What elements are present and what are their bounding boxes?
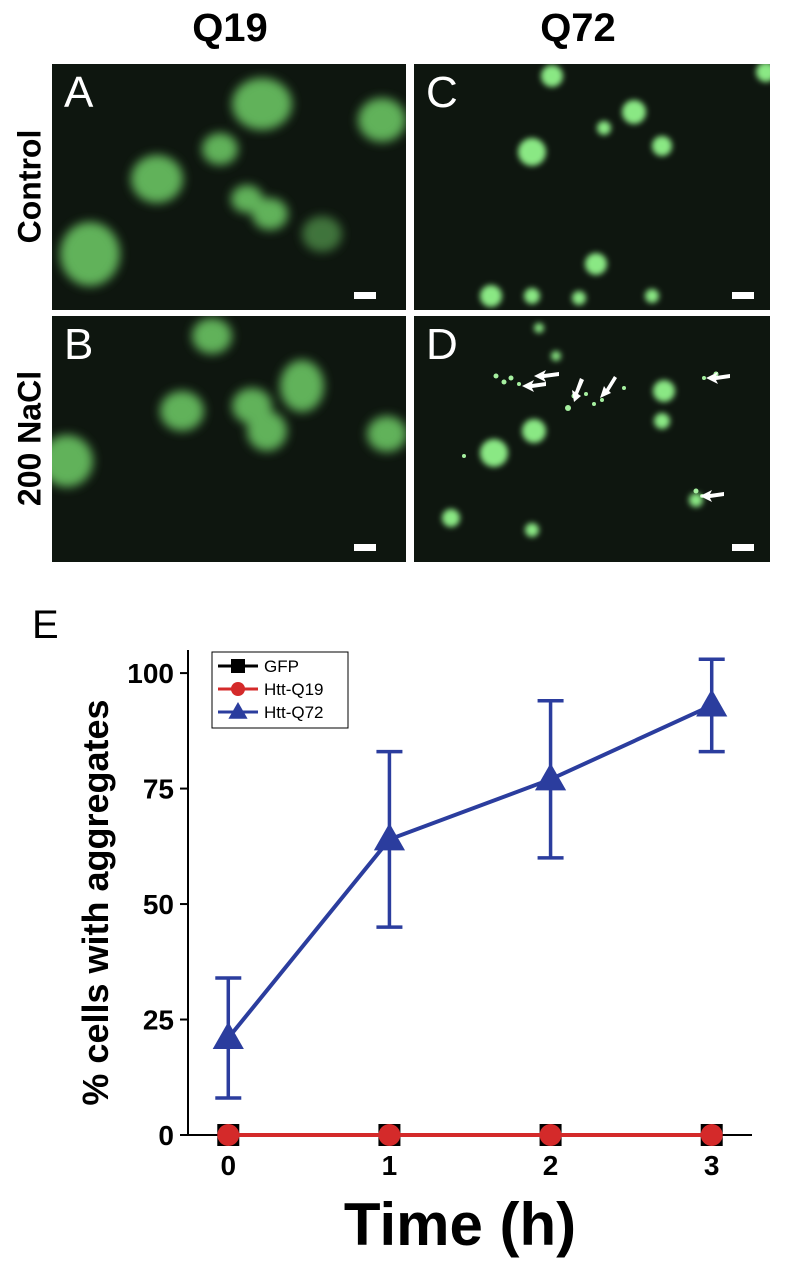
micrograph-a-cells <box>60 78 406 286</box>
column-title-q19: Q19 <box>192 6 268 50</box>
micrograph-panel-d: D <box>414 316 770 562</box>
y-tick-label: 25 <box>143 1005 174 1036</box>
data-point-htt-q72 <box>696 689 728 717</box>
aggregate-line-chart: E 0 25 50 75 100 0 1 2 3 Time (h) % cells with agg… <box>32 603 752 1258</box>
panel-label-e: E <box>32 603 59 647</box>
scale-bar <box>354 292 376 299</box>
scale-bar <box>354 544 376 551</box>
y-tick-label: 75 <box>143 774 174 805</box>
legend-marker-gfp <box>231 659 245 673</box>
series-line-htt-q72 <box>226 703 713 1040</box>
micrograph-c-cells <box>480 64 770 307</box>
legend-label-htt-q72: Htt-Q72 <box>264 703 324 722</box>
scale-bar <box>732 292 754 299</box>
panel-label-a: A <box>64 68 94 117</box>
y-tick-label: 100 <box>127 658 174 689</box>
micrograph-d-cells <box>442 323 730 537</box>
micrograph-b-cells <box>52 318 406 487</box>
row-label-nacl: 200 NaCl <box>11 370 48 507</box>
legend-label-htt-q19: Htt-Q19 <box>264 680 324 699</box>
data-point-htt-q19 <box>539 1124 562 1146</box>
micrograph-panel-b: B <box>52 316 406 562</box>
data-point-htt-q72 <box>534 763 567 791</box>
x-tick-label: 1 <box>382 1150 398 1181</box>
data-point-htt-q19 <box>217 1124 240 1146</box>
row-label-control: Control <box>11 129 48 244</box>
micrograph-panel-a: A <box>52 64 406 310</box>
legend-marker-htt-q19 <box>231 682 245 696</box>
data-point-htt-q72 <box>212 1021 244 1050</box>
aggregate-arrows <box>522 370 730 502</box>
panel-label-b: B <box>64 320 94 369</box>
legend-label-gfp: GFP <box>264 657 299 676</box>
data-point-htt-q19 <box>378 1124 401 1146</box>
x-axis-label: Time (h) <box>344 1191 576 1258</box>
x-tick-label: 0 <box>220 1150 236 1181</box>
column-title-q72: Q72 <box>540 6 616 50</box>
y-tick-label: 0 <box>158 1120 174 1151</box>
panel-label-c: C <box>426 68 458 117</box>
legend-marker-htt-q72 <box>228 702 248 719</box>
micrograph-panel-c: C <box>414 64 770 310</box>
x-tick-label: 2 <box>543 1150 559 1181</box>
panel-label-d: D <box>426 320 458 369</box>
data-point-htt-q72 <box>373 823 406 851</box>
x-tick-label: 3 <box>704 1150 720 1181</box>
y-tick-label: 50 <box>143 889 174 920</box>
data-point-htt-q19 <box>700 1124 723 1146</box>
y-axis-label: % cells with aggregates <box>75 699 116 1105</box>
scale-bar <box>732 544 754 551</box>
